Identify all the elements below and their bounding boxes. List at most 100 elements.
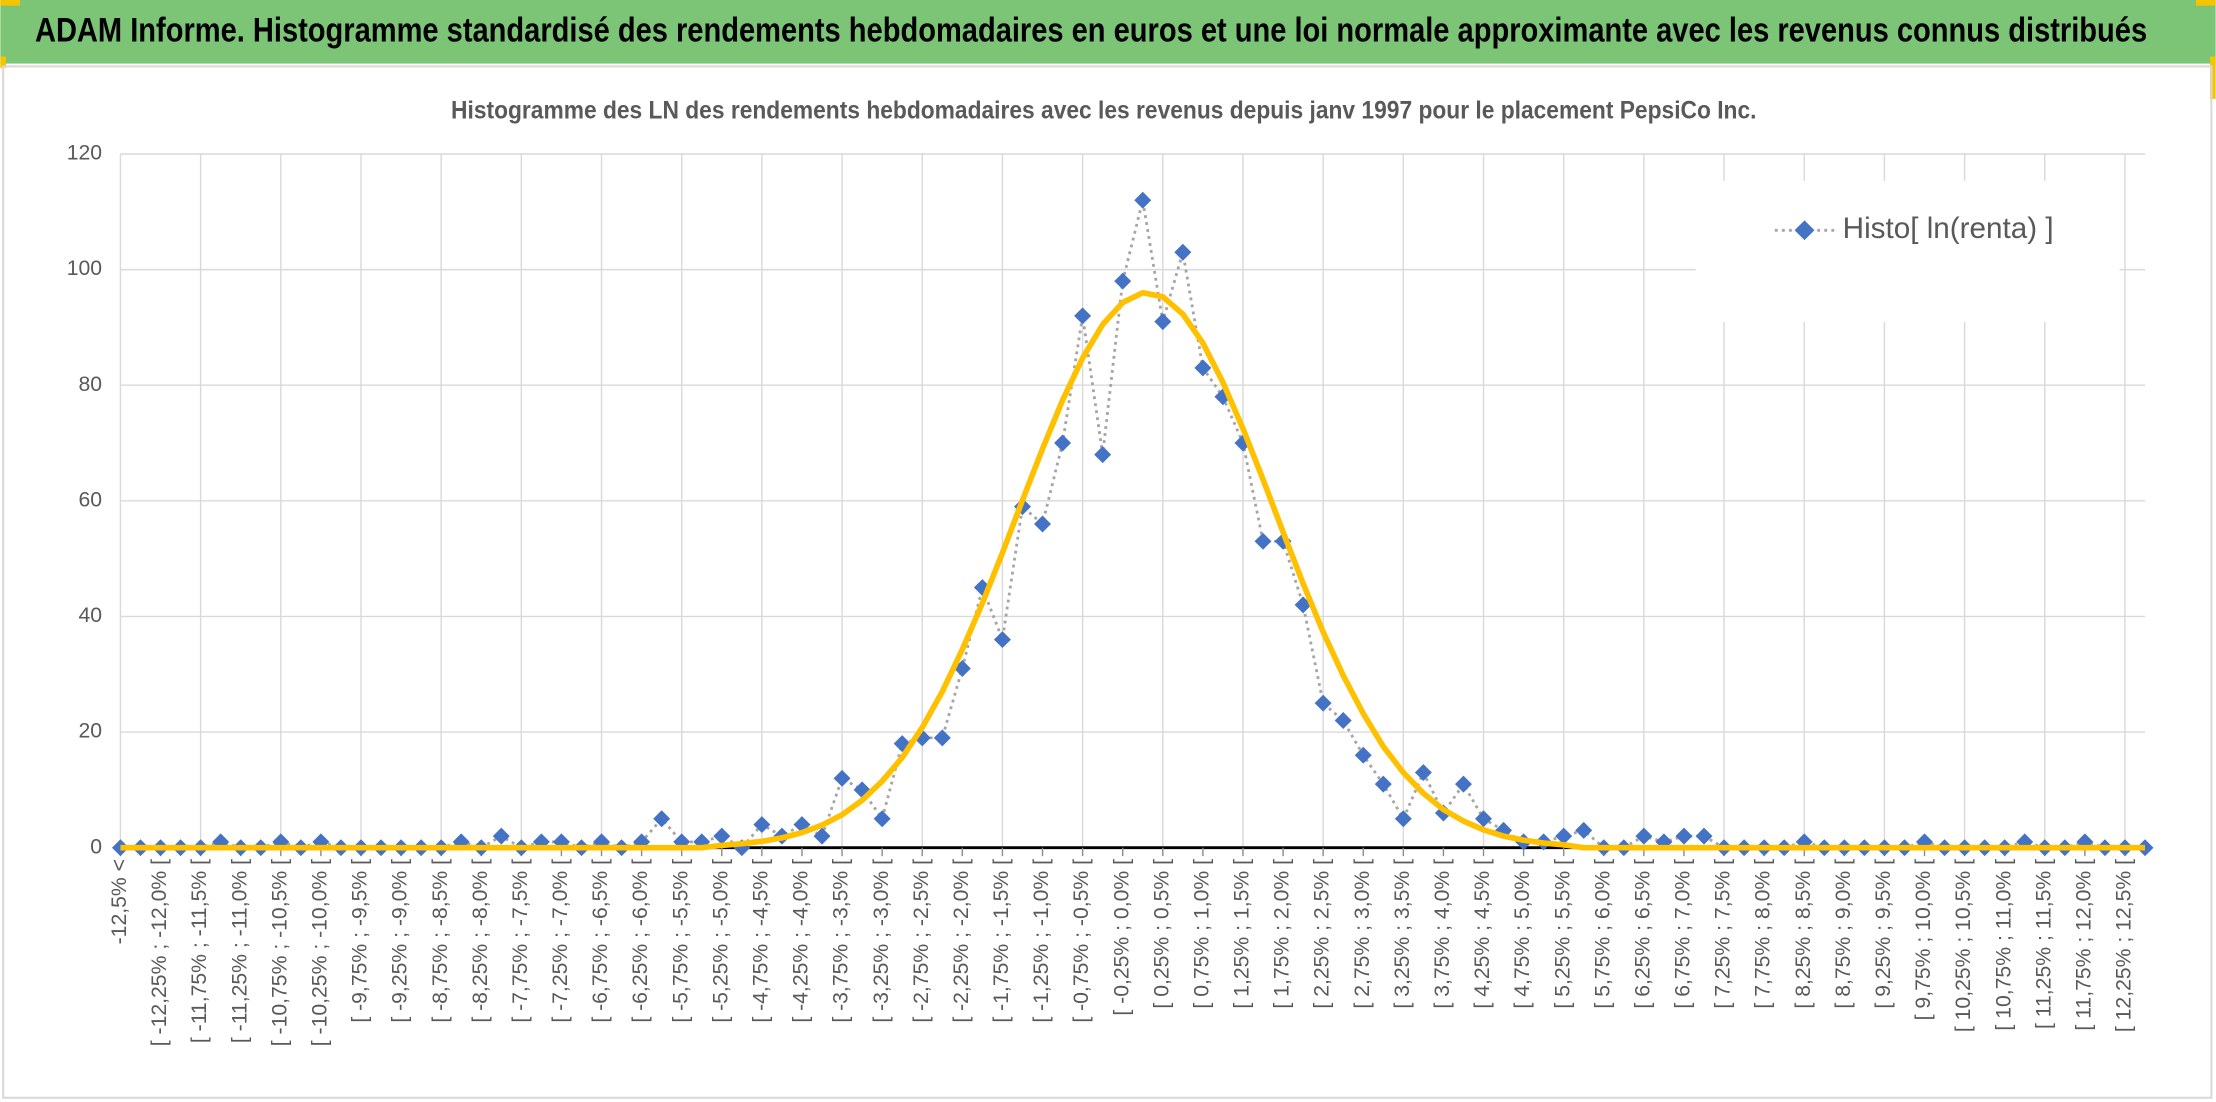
corner <box>2210 56 2216 99</box>
x-tick-label: [ -12,25% ; -12,0% [ <box>148 859 171 1046</box>
x-tick-label: [ -6,25% ; -6,0% [ <box>629 859 652 1023</box>
x-tick-label: [ -8,75% ; -8,5% [ <box>429 859 452 1023</box>
data-point <box>1635 827 1653 845</box>
corner <box>0 56 6 68</box>
x-tick-label: [ -11,75% ; -11,5% [ <box>188 859 211 1043</box>
x-tick-label: [ 1,25% ; 1,5% [ <box>1231 859 1254 1009</box>
x-tick-label: [ -3,75% ; -3,5% [ <box>830 859 853 1023</box>
x-tick-label: [ -9,25% ; -9,0% [ <box>389 859 412 1023</box>
data-point <box>653 810 671 828</box>
x-tick-label: [ -10,25% ; -10,0% [ <box>308 859 331 1046</box>
x-tick-label: [ -11,25% ; -11,0% [ <box>228 859 251 1043</box>
data-point <box>813 827 831 845</box>
legend-box <box>1695 180 2120 323</box>
x-tick-label: [ 10,75% ; 11,0% [ <box>1992 859 2015 1031</box>
data-point <box>833 769 851 787</box>
data-point <box>713 827 731 845</box>
x-tick-label: [ 2,25% ; 2,5% [ <box>1311 859 1334 1009</box>
chart-title: Histogramme des LN des rendements hebdom… <box>451 96 1756 124</box>
x-tick-label: [ 3,75% ; 4,0% [ <box>1431 859 1454 1009</box>
page-title: ADAM Informe. Histogramme standardisé de… <box>35 11 2147 49</box>
data-point <box>1454 775 1472 793</box>
y-tick-label: 120 <box>67 142 102 165</box>
data-point <box>1374 775 1392 793</box>
y-tick-label: 60 <box>78 488 102 511</box>
x-tick-label: [ 6,25% ; 6,5% [ <box>1631 859 1654 1009</box>
x-tick-label: [ -5,75% ; -5,5% [ <box>669 859 692 1023</box>
x-tick-label: [ -3,25% ; -3,0% [ <box>870 859 893 1023</box>
x-tick-label: [ 4,25% ; 4,5% [ <box>1471 859 1494 1009</box>
x-tick-label: [ -1,25% ; -1,0% [ <box>1030 859 1053 1023</box>
x-tick-label: [ -10,75% ; -10,5% [ <box>268 859 291 1046</box>
x-tick-label: [ 7,25% ; 7,5% [ <box>1712 859 1735 1009</box>
data-point <box>1234 434 1252 452</box>
x-tick-label: [ 12,25% ; 12,5% [ <box>2113 859 2136 1032</box>
data-point <box>492 827 510 845</box>
x-tick-label: [ 5,75% ; 6,0% [ <box>1591 859 1614 1009</box>
data-point <box>1194 359 1212 377</box>
x-tick-label: [ 9,75% ; 10,0% [ <box>1912 859 1935 1020</box>
data-point <box>933 729 951 747</box>
x-tick-label: [ -4,25% ; -4,0% [ <box>790 859 813 1023</box>
x-tick-label: [ 0,75% ; 1,0% [ <box>1190 859 1213 1009</box>
x-tick-label: [ -7,75% ; -7,5% [ <box>509 859 532 1023</box>
data-point <box>1314 694 1332 712</box>
series-line <box>120 289 2146 851</box>
legend-label: Histo[ ln(renta) ] <box>1843 212 2054 245</box>
x-tick-label: [ -7,25% ; -7,0% [ <box>549 859 572 1023</box>
data-point <box>1334 712 1352 729</box>
x-tick-label: [ 11,75% ; 12,0% [ <box>2072 859 2095 1031</box>
x-tick-label: [ -0,75% ; -0,5% [ <box>1070 859 1093 1023</box>
y-tick-label: 20 <box>78 720 102 743</box>
x-tick-label: [ 6,75% ; 7,0% [ <box>1672 859 1695 1009</box>
x-tick-label: [ 8,75% ; 9,0% [ <box>1832 859 1855 1009</box>
x-tick-label: [ 7,75% ; 8,0% [ <box>1752 859 1775 1009</box>
corner <box>0 0 21 6</box>
x-tick-label: [ 11,25% ; 11,5% [ <box>2032 859 2055 1029</box>
data-point <box>1354 746 1372 764</box>
data-point <box>1575 821 1593 839</box>
x-tick-label: [ 1,75% ; 2,0% [ <box>1271 859 1294 1009</box>
x-tick-label: [ -0,25% ; 0,0% [ <box>1110 859 1133 1016</box>
x-tick-label: [ -1,75% ; -1,5% [ <box>990 859 1013 1023</box>
data-point <box>1074 307 1092 325</box>
legend-marker <box>1794 220 1815 241</box>
y-tick-label: 40 <box>78 604 102 627</box>
corner <box>2195 0 2216 6</box>
x-tick-label: [ -8,25% ; -8,0% [ <box>469 859 492 1023</box>
data-point <box>873 810 891 828</box>
data-point <box>1134 191 1152 209</box>
data-point <box>1114 272 1132 290</box>
data-point <box>1675 827 1693 845</box>
x-tick-label: [ 3,25% ; 3,5% [ <box>1391 859 1414 1009</box>
data-point <box>1174 243 1192 261</box>
x-tick-label: -12,5% < <box>108 859 131 944</box>
y-tick-label: 80 <box>78 373 102 396</box>
data-point <box>993 631 1011 649</box>
x-tick-label: [ -2,25% ; -2,0% [ <box>950 859 973 1023</box>
data-point <box>1054 434 1072 452</box>
data-point <box>1034 515 1051 533</box>
x-tick-label: [ 5,25% ; 5,5% [ <box>1551 859 1574 1009</box>
header-bar <box>0 0 2216 64</box>
chart-frame <box>2 65 2213 1099</box>
x-tick-label: [ 0,25% ; 0,5% [ <box>1150 859 1173 1009</box>
x-tick-label: [ -4,75% ; -4,5% [ <box>749 859 772 1023</box>
y-tick-label: 100 <box>67 257 102 280</box>
x-tick-label: [ -9,75% ; -9,5% [ <box>349 859 372 1023</box>
x-tick-label: [ -5,25% ; -5,0% [ <box>709 859 732 1023</box>
x-tick-label: [ -6,75% ; -6,5% [ <box>589 859 612 1023</box>
data-point <box>753 816 771 834</box>
x-tick-label: [ -2,75% ; -2,5% [ <box>910 859 933 1023</box>
y-tick-label: 0 <box>90 835 102 858</box>
x-tick-label: [ 8,25% ; 8,5% [ <box>1792 859 1815 1009</box>
data-point <box>1695 827 1713 845</box>
x-tick-label: [ 4,75% ; 5,0% [ <box>1511 859 1534 1009</box>
x-tick-label: [ 2,75% ; 3,0% [ <box>1351 859 1374 1009</box>
x-tick-label: [ 10,25% ; 10,5% [ <box>1952 859 1975 1032</box>
data-point <box>1414 764 1432 782</box>
legend: Histo[ ln(renta) ] <box>1695 180 2120 323</box>
x-tick-label: [ 9,25% ; 9,5% [ <box>1872 859 1895 1009</box>
